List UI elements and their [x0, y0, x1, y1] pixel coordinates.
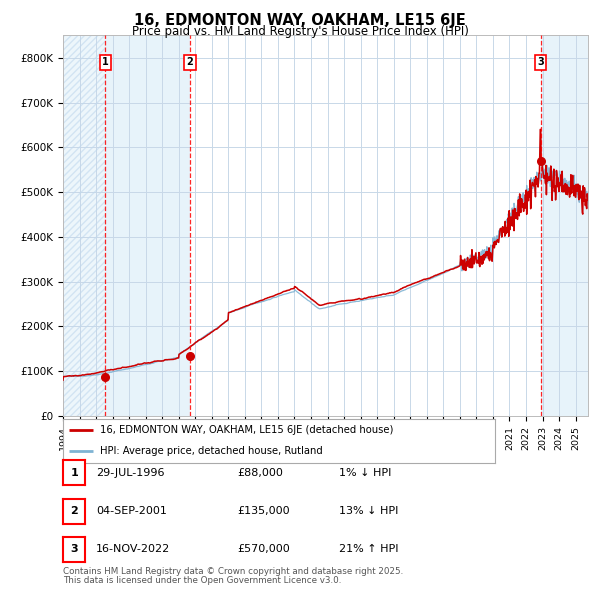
Text: £88,000: £88,000 — [237, 468, 283, 477]
Text: 16, EDMONTON WAY, OAKHAM, LE15 6JE (detached house): 16, EDMONTON WAY, OAKHAM, LE15 6JE (deta… — [100, 425, 393, 435]
Text: This data is licensed under the Open Government Licence v3.0.: This data is licensed under the Open Gov… — [63, 576, 341, 585]
Text: 2: 2 — [187, 57, 193, 67]
Text: 3: 3 — [70, 545, 78, 555]
Text: 16-NOV-2022: 16-NOV-2022 — [96, 545, 170, 554]
Text: £570,000: £570,000 — [237, 545, 290, 554]
Text: £135,000: £135,000 — [237, 506, 290, 516]
Text: Contains HM Land Registry data © Crown copyright and database right 2025.: Contains HM Land Registry data © Crown c… — [63, 567, 403, 576]
Bar — [63, 35, 106, 416]
Bar — [106, 35, 190, 416]
Text: 2: 2 — [70, 506, 78, 516]
Text: 13% ↓ HPI: 13% ↓ HPI — [339, 506, 398, 516]
Text: 04-SEP-2001: 04-SEP-2001 — [96, 506, 167, 516]
Text: 21% ↑ HPI: 21% ↑ HPI — [339, 545, 398, 554]
Text: Price paid vs. HM Land Registry's House Price Index (HPI): Price paid vs. HM Land Registry's House … — [131, 25, 469, 38]
Text: 16, EDMONTON WAY, OAKHAM, LE15 6JE: 16, EDMONTON WAY, OAKHAM, LE15 6JE — [134, 13, 466, 28]
Text: 1: 1 — [70, 468, 78, 478]
Bar — [63, 35, 106, 416]
Text: 3: 3 — [537, 57, 544, 67]
Text: HPI: Average price, detached house, Rutland: HPI: Average price, detached house, Rutl… — [100, 446, 322, 455]
Bar — [541, 35, 588, 416]
Text: 1% ↓ HPI: 1% ↓ HPI — [339, 468, 391, 477]
Text: 1: 1 — [102, 57, 109, 67]
Text: 29-JUL-1996: 29-JUL-1996 — [96, 468, 164, 477]
